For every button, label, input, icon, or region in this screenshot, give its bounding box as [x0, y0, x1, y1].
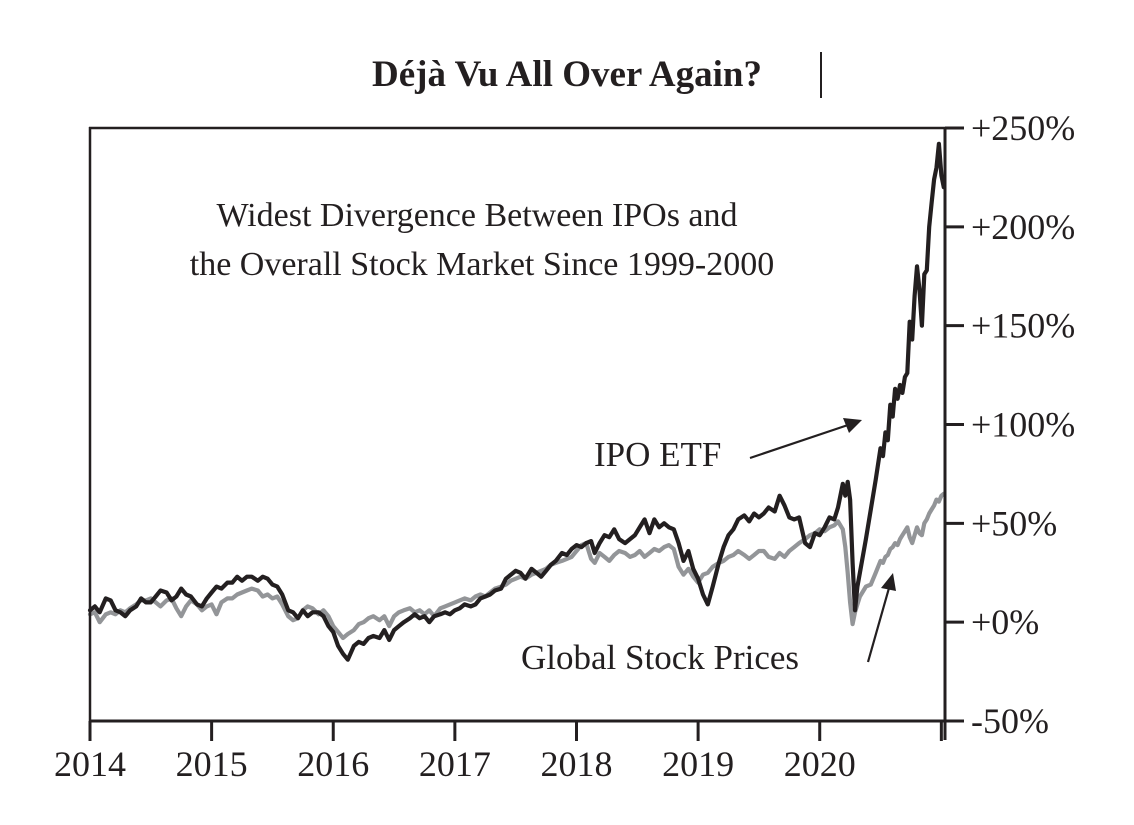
- ipo-etf-annotation: IPO ETF: [594, 418, 862, 474]
- ipo-etf-line: [87, 141, 946, 662]
- y-tick-label: -50%: [971, 701, 1049, 741]
- y-tick-label: +200%: [971, 207, 1075, 247]
- y-tick-label: +250%: [971, 108, 1075, 148]
- x-axis: 2014 2015 2016 2017 2018 2019 2020: [54, 721, 943, 784]
- subtitle-line-2: the Overall Stock Market Since 1999-2000: [190, 246, 774, 283]
- y-tick-label: +100%: [971, 405, 1075, 445]
- subtitle-line-1: Widest Divergence Between IPOs and: [216, 197, 737, 234]
- ipo-etf-arrowhead-icon: [843, 418, 862, 433]
- global-stocks-arrow-shaft: [866, 587, 891, 663]
- global-stocks-arrowhead-icon: [881, 573, 896, 591]
- x-tick-label: 2014: [54, 744, 126, 784]
- plot-frame: [88, 126, 947, 740]
- ipo-etf-arrow-shaft: [749, 423, 849, 460]
- chart-title: Déjà Vu All Over Again?: [372, 54, 762, 95]
- x-tick-label: 2019: [662, 744, 734, 784]
- y-tick-label: +0%: [971, 602, 1039, 642]
- y-tick-label: +50%: [971, 503, 1057, 543]
- y-axis: +250% +200% +150% +100% +50% +0% -50%: [938, 108, 1075, 741]
- ipo-etf-label: IPO ETF: [594, 435, 721, 474]
- global-stocks-annotation: Global Stock Prices: [521, 573, 896, 677]
- x-tick-label: 2016: [297, 744, 369, 784]
- x-tick-label: 2018: [540, 744, 612, 784]
- y-tick-label: +150%: [971, 306, 1075, 346]
- x-tick-label: 2020: [784, 744, 856, 784]
- x-tick-label: 2017: [419, 744, 491, 784]
- global-stocks-label: Global Stock Prices: [521, 638, 799, 677]
- x-tick-label: 2015: [176, 744, 248, 784]
- series-layer: [87, 141, 946, 662]
